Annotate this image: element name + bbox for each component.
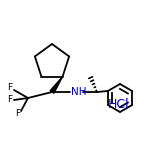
Text: F: F — [16, 109, 21, 119]
Text: F: F — [7, 83, 13, 93]
Polygon shape — [50, 77, 63, 93]
Text: F: F — [7, 95, 13, 105]
Text: HCl: HCl — [108, 98, 130, 112]
Text: NH: NH — [71, 87, 86, 97]
